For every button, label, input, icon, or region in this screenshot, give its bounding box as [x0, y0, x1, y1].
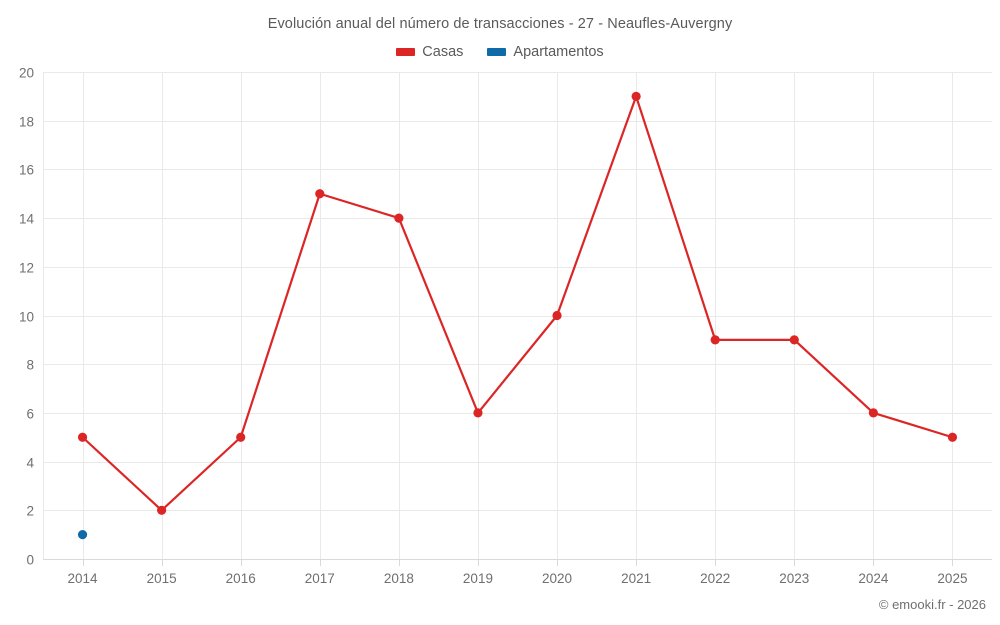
x-axis-tick-label: 2021 [621, 571, 651, 586]
data-point-casas[interactable] [947, 432, 958, 442]
y-axis-tick-label: 0 [26, 553, 34, 568]
y-axis-tick-label: 8 [26, 358, 34, 373]
data-point-casas[interactable] [77, 432, 88, 442]
footer-credit: © emooki.fr - 2026 [878, 597, 986, 612]
y-axis-tick-label: 12 [19, 261, 34, 276]
data-point-casas[interactable] [552, 310, 562, 321]
x-axis-tick-label: 2022 [700, 571, 730, 586]
y-axis-tick-label: 16 [19, 163, 34, 178]
legend-swatch-apartamentos [487, 48, 507, 56]
x-axis-tick-label: 2020 [542, 571, 572, 586]
data-point-casas[interactable] [789, 335, 799, 345]
chart-legend: Casas Apartamentos [0, 44, 1000, 60]
data-point-casas[interactable] [315, 189, 325, 199]
data-point-casas[interactable] [157, 505, 167, 515]
page-title: Evolución anual del número de transaccio… [267, 16, 733, 32]
y-axis-tick-label: 14 [19, 212, 35, 227]
data-point-casas[interactable] [868, 408, 878, 418]
x-axis-tick-label: 2017 [305, 571, 335, 586]
x-axis-tick-label: 2023 [779, 571, 809, 586]
legend-item-apartamentos[interactable]: Apartamentos [487, 44, 604, 60]
x-axis-tick-label: 2025 [937, 571, 967, 586]
x-axis-tick-label: 2018 [384, 571, 414, 586]
y-axis-tick-label: 6 [26, 407, 34, 422]
legend-label-casas: Casas [422, 44, 464, 60]
data-point-apartamentos[interactable] [77, 530, 88, 540]
y-axis-tick-label: 18 [19, 115, 34, 130]
legend-label-apartamentos: Apartamentos [513, 44, 604, 60]
x-axis-tick-label: 2024 [858, 571, 889, 586]
x-axis-tick-label: 2015 [147, 571, 177, 586]
x-axis-tick-label: 2019 [463, 571, 493, 586]
legend-swatch-casas [396, 48, 416, 56]
y-axis-tick-label: 10 [19, 310, 34, 325]
legend-item-casas[interactable]: Casas [396, 44, 463, 60]
data-point-casas[interactable] [631, 91, 641, 101]
y-axis-tick-label: 20 [19, 66, 34, 81]
x-axis-tick-label: 2014 [68, 571, 99, 586]
data-point-casas[interactable] [473, 408, 483, 418]
y-axis-tick-label: 2 [26, 504, 34, 519]
data-point-casas[interactable] [394, 213, 404, 223]
y-axis-tick-label: 4 [26, 456, 34, 471]
x-axis-tick-label: 2016 [226, 571, 256, 586]
data-point-casas[interactable] [236, 432, 246, 442]
series-line-casas [81, 95, 954, 512]
data-point-casas[interactable] [710, 335, 720, 345]
